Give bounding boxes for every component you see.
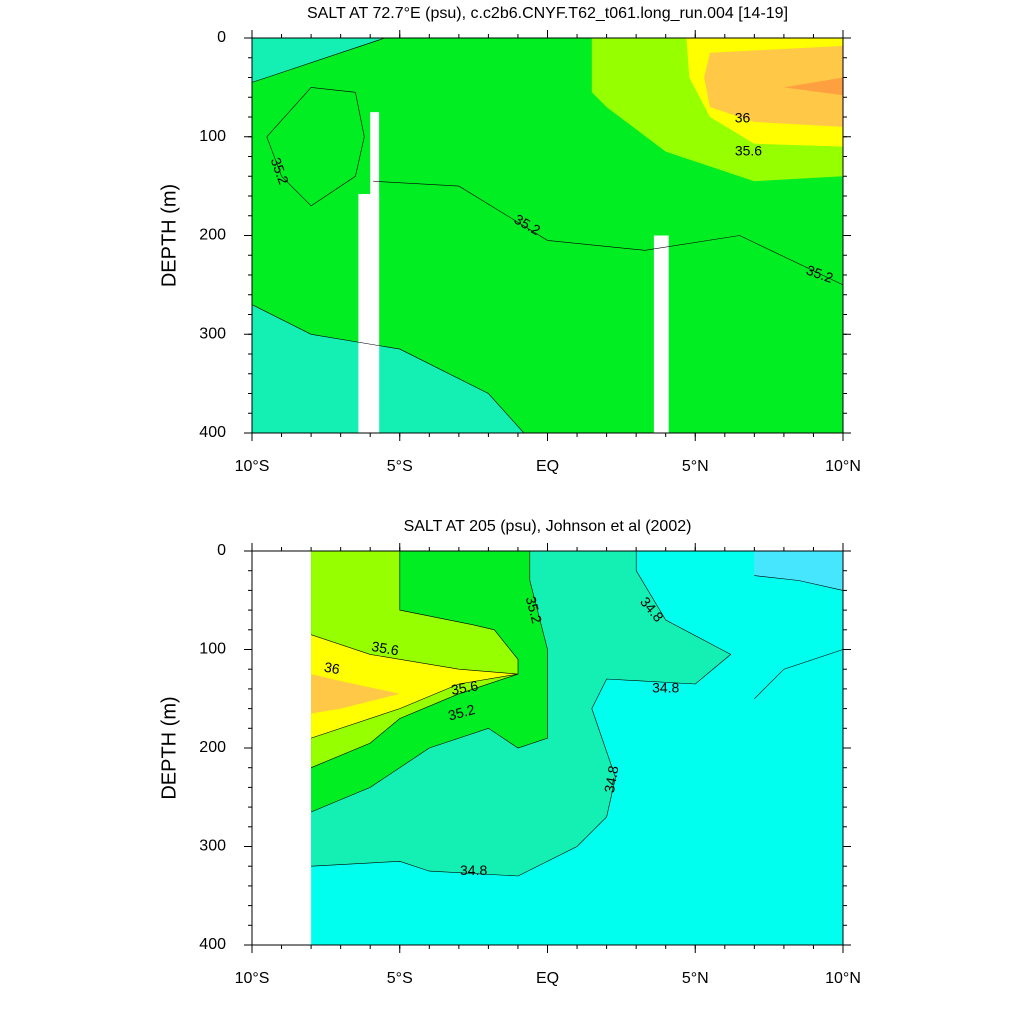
y-tick-label: 100 xyxy=(199,128,226,145)
contour-label: 35.2 xyxy=(446,701,477,724)
contour-label: 35.6 xyxy=(370,638,400,659)
contour-line xyxy=(251,304,525,434)
x-tick-label: 5°N xyxy=(682,458,709,475)
chart-title: SALT AT 205 (psu), Johnson et al (2002) xyxy=(404,518,692,535)
contour-label: 35.6 xyxy=(735,142,762,158)
x-tick-label: 5°N xyxy=(682,970,709,987)
contour-line xyxy=(754,649,844,700)
contour-line xyxy=(251,37,386,83)
x-tick-label: EQ xyxy=(536,458,559,475)
x-tick-label: 5°S xyxy=(387,970,413,987)
contour-line xyxy=(373,180,844,286)
x-tick-label: 10°S xyxy=(235,970,270,987)
contour-fill xyxy=(370,112,380,433)
contour-line xyxy=(310,551,519,768)
x-tick-label: 10°N xyxy=(825,970,861,987)
contour-label: 34.8 xyxy=(601,764,622,794)
contour-line xyxy=(754,575,844,591)
y-tick-label: 400 xyxy=(199,424,226,441)
y-tick-label: 100 xyxy=(199,641,226,658)
x-tick-label: EQ xyxy=(536,970,559,987)
x-tick-label: 5°S xyxy=(387,458,413,475)
y-axis-label: DEPTH (m) xyxy=(158,184,180,287)
contour-fill xyxy=(653,235,669,433)
contour-label: 35.2 xyxy=(523,595,546,626)
contour-fill xyxy=(311,674,400,714)
y-tick-label: 400 xyxy=(199,936,226,953)
contour-label: 35.6 xyxy=(450,677,480,698)
x-tick-label: 10°N xyxy=(825,458,861,475)
contour-line xyxy=(311,551,732,877)
contour-fill xyxy=(783,77,843,96)
y-axis-label: DEPTH (m) xyxy=(158,696,180,799)
contour-label: 36 xyxy=(735,110,751,126)
contour-line xyxy=(310,551,548,813)
chart-title: SALT AT 72.7°E (psu), c.c2b6.CNYF.T62_t0… xyxy=(307,5,788,22)
y-tick-label: 0 xyxy=(217,29,226,46)
contour-fill xyxy=(754,551,843,591)
contour-fill xyxy=(704,45,843,127)
contour-fill xyxy=(252,304,524,433)
contour-line xyxy=(311,634,519,739)
contour-label: 36 xyxy=(323,659,341,677)
y-tick-label: 300 xyxy=(199,838,226,855)
x-tick-label: 10°S xyxy=(235,458,270,475)
contour-label: 34.8 xyxy=(460,862,487,878)
contour-fill xyxy=(311,634,518,739)
y-tick-label: 300 xyxy=(199,325,226,342)
y-tick-label: 200 xyxy=(199,227,226,244)
y-tick-label: 200 xyxy=(199,739,226,756)
contour-line xyxy=(266,87,365,207)
contour-label: 34.8 xyxy=(652,680,679,696)
y-tick-label: 0 xyxy=(217,542,226,559)
